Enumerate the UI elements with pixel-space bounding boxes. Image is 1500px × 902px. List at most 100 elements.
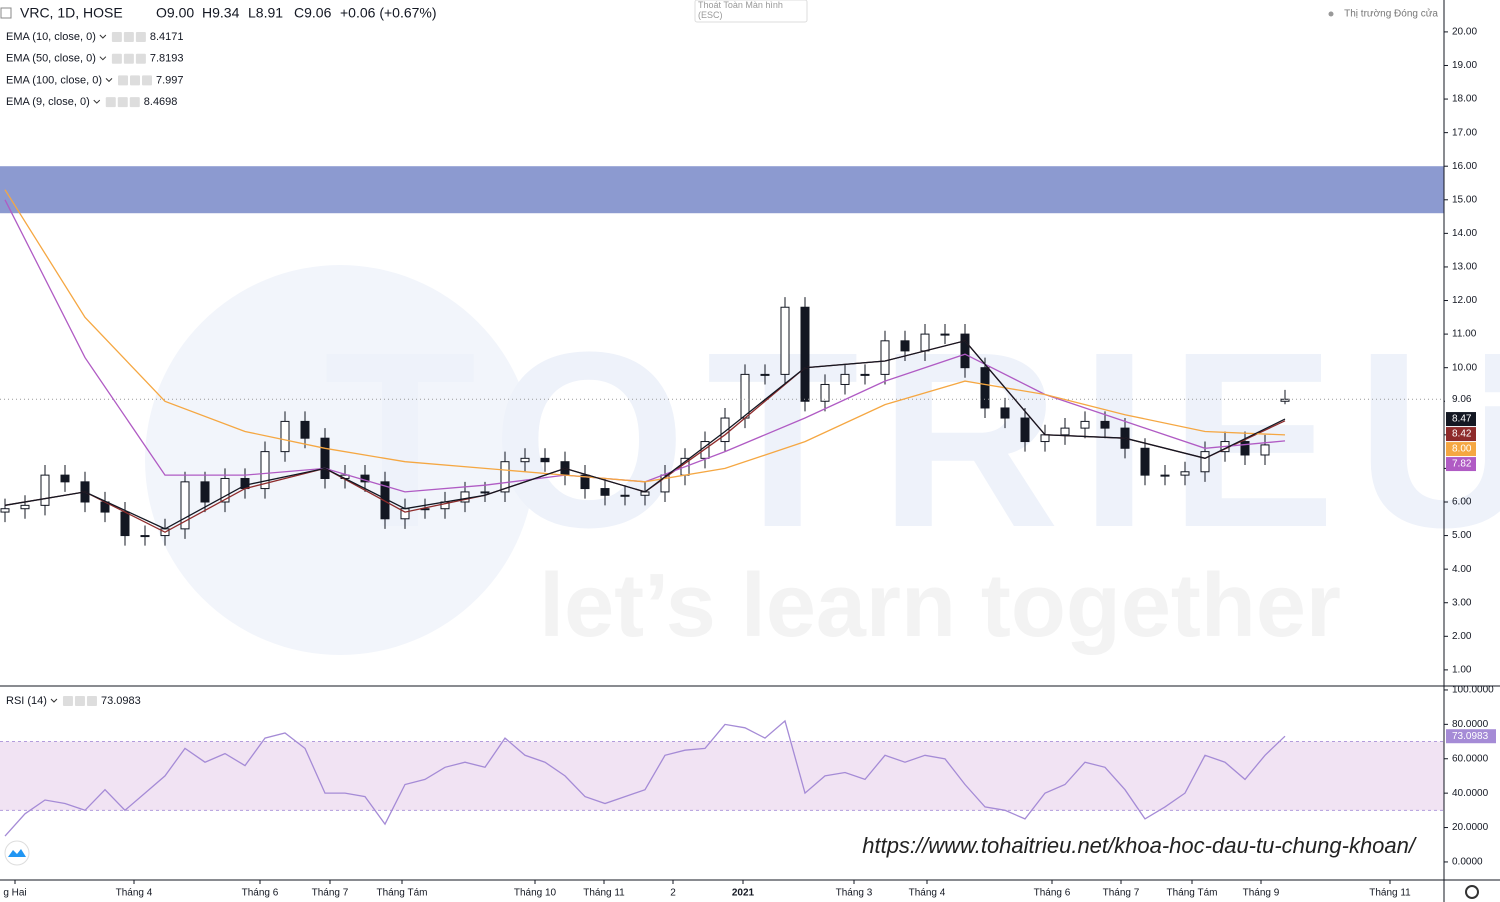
y-tick-label: 1.00	[1452, 665, 1472, 676]
candle-body	[1080, 420, 1090, 429]
candle-body	[1160, 474, 1170, 477]
x-tick-label: Tháng 11	[583, 888, 625, 899]
series-last-box	[1446, 412, 1476, 427]
legend-icon[interactable]	[142, 75, 152, 86]
series-last-box	[1446, 729, 1496, 744]
y-tick-label: 4.00	[1452, 564, 1472, 575]
y-tick-label: 40.0000	[1452, 788, 1489, 799]
legend-icon[interactable]	[111, 53, 122, 64]
candle-body	[260, 451, 270, 490]
legend-name[interactable]: EMA (50, close, 0)	[6, 53, 96, 65]
candle-body	[800, 306, 810, 402]
legend-icon[interactable]	[86, 696, 97, 706]
legend-caret	[99, 34, 107, 39]
legend-icon[interactable]	[105, 97, 116, 108]
series-last-label: 8.42	[1452, 429, 1472, 440]
y-tick-label: 100.0000	[1452, 685, 1494, 696]
candle-body	[1180, 471, 1190, 476]
series-last-box	[1446, 427, 1476, 442]
candle-body	[1260, 444, 1270, 456]
y-tick-label: 60.0000	[1452, 753, 1489, 764]
ohlc-open: O9.00	[156, 5, 194, 21]
candle-body	[280, 420, 290, 453]
last-price-box	[1445, 392, 1500, 407]
candle-body	[520, 457, 530, 463]
series-line	[4, 340, 1286, 530]
y-tick-label: 15.00	[1452, 194, 1477, 205]
collapse-icon[interactable]	[0, 7, 12, 19]
x-tick-label: Tháng 4	[116, 888, 153, 899]
candle-body	[1200, 451, 1210, 473]
candle-body	[40, 474, 50, 506]
legend-icon[interactable]	[123, 32, 134, 42]
symbol[interactable]: VRC, 1D, HOSE	[20, 5, 123, 21]
rsi-band	[0, 741, 1444, 811]
legend-value: 7.997	[156, 74, 184, 86]
legend-name[interactable]: EMA (9, close, 0)	[6, 96, 90, 108]
candle-body	[1060, 427, 1070, 436]
y-tick-label: 0.0000	[1452, 857, 1483, 868]
x-tick-label: 2	[670, 888, 676, 899]
price-pane	[0, 166, 1444, 546]
candle-body	[980, 367, 990, 409]
candle-body	[960, 333, 970, 369]
candle-body	[220, 477, 230, 503]
watermark: TOTRIEU let’s learn together	[145, 265, 1500, 656]
legend-icon[interactable]	[129, 97, 140, 108]
legend-name[interactable]: EMA (10, close, 0)	[6, 31, 96, 43]
exit-fullscreen-text: Thoát Toàn Màn hình (ESC)	[698, 0, 783, 20]
legend-value: 7.8193	[150, 53, 184, 65]
legend-icon[interactable]	[118, 75, 128, 86]
candle-body	[320, 437, 330, 479]
legend-value: 73.0983	[101, 695, 141, 707]
x-tick-label: Tháng 11	[1369, 888, 1411, 899]
candle-body	[60, 474, 70, 483]
y-tick-label: 12.00	[1452, 295, 1477, 306]
candle-body	[580, 474, 590, 490]
candle-body	[740, 373, 750, 419]
candle-body	[780, 306, 790, 375]
y-tick-label: 17.00	[1452, 127, 1477, 138]
candle-body	[120, 511, 130, 537]
legend-icon[interactable]	[123, 53, 134, 64]
legend-icon[interactable]	[74, 696, 85, 706]
exit-fullscreen-button[interactable]	[694, 0, 808, 23]
legend-caret	[93, 99, 101, 104]
candle-body	[500, 461, 510, 493]
candle-body	[820, 383, 830, 402]
legend-icon[interactable]	[62, 696, 73, 706]
candle-body	[900, 340, 910, 352]
y-tick-label: 3.00	[1452, 597, 1472, 608]
zone	[0, 166, 1444, 214]
settings-icon[interactable]	[1465, 885, 1479, 899]
series-line	[4, 189, 1286, 483]
candle-body	[1020, 417, 1030, 443]
legend-name[interactable]: RSI (14)	[6, 695, 47, 707]
legend-icon[interactable]	[111, 32, 122, 42]
legend-value: 8.4698	[144, 96, 178, 108]
legend-icon[interactable]	[130, 75, 140, 86]
legend-icon[interactable]	[135, 53, 146, 64]
watermark-url: https://www.tohaitrieu.net/khoa-hoc-dau-…	[862, 833, 1417, 858]
x-tick-label: Tháng 10	[514, 888, 557, 899]
ohlc-high: H9.34	[202, 5, 240, 21]
ohlc-low: L8.91	[248, 5, 283, 21]
legend-icon[interactable]	[135, 32, 146, 42]
logo-button[interactable]	[4, 840, 30, 866]
candle-body	[180, 481, 190, 530]
candle-body	[300, 420, 310, 439]
series-last-box	[1446, 442, 1476, 457]
y-tick-label: 18.00	[1452, 94, 1477, 105]
y-tick-label: 11.00	[1452, 329, 1477, 340]
x-tick-label: Tháng 4	[909, 888, 946, 899]
candle-body	[1140, 447, 1150, 476]
candle-body	[840, 373, 850, 385]
y-tick-label: 10.00	[1452, 362, 1477, 373]
legend-icon[interactable]	[117, 97, 128, 108]
y-tick-label: 2.00	[1452, 631, 1472, 642]
status-dot	[1328, 11, 1334, 17]
market-status: Thị trường Đóng cửa	[1344, 8, 1438, 20]
x-tick-label: Tháng 3	[836, 888, 873, 899]
legend-name[interactable]: EMA (100, close, 0)	[6, 74, 102, 86]
candle-body	[1240, 441, 1250, 456]
